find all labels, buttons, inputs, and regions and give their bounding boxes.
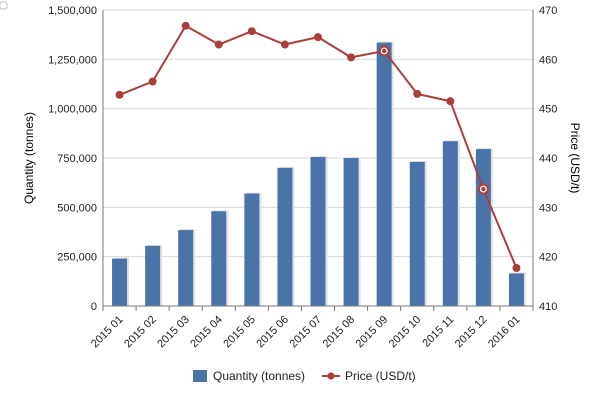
axes (102, 10, 534, 311)
x-tick-label: 2015 03 (155, 314, 192, 351)
x-tick-label: 2015 11 (420, 314, 456, 350)
price-point (347, 53, 356, 62)
bar (442, 141, 458, 306)
right-tick-label: 470 (539, 5, 557, 17)
price-point (115, 90, 124, 99)
bar (211, 211, 227, 306)
bar (178, 230, 194, 306)
right-tick-label: 410 (539, 301, 557, 313)
right-axis-title: Price (USD/t) (568, 123, 582, 194)
legend-item-price[interactable]: Price (USD/t) (322, 369, 416, 383)
left-tick-label: 250,000 (57, 252, 97, 264)
x-tick-label: 2015 09 (354, 314, 391, 351)
price-point (148, 77, 157, 86)
corner-marker (0, 1, 8, 10)
x-tick-label: 2015 12 (453, 314, 490, 351)
legend-quantity-swatch (193, 370, 207, 382)
x-tick-label: 2016 01 (486, 314, 523, 351)
left-tick-label: 0 (91, 301, 97, 313)
left-tick-label: 1,500,000 (48, 5, 97, 17)
right-tick-label: 460 (539, 54, 557, 66)
bar (145, 245, 161, 306)
price-point (181, 21, 190, 30)
x-tick-label: 2015 01 (89, 314, 126, 351)
price-point (280, 40, 289, 49)
price-point (214, 40, 223, 49)
x-tick-label: 2015 05 (221, 314, 258, 351)
bar (343, 158, 359, 306)
line-series (115, 21, 521, 273)
price-point-core (381, 48, 387, 54)
left-tick-label: 500,000 (57, 202, 97, 214)
bar (376, 42, 392, 307)
bar (508, 273, 524, 306)
bar (277, 167, 293, 306)
right-tick-label: 450 (539, 104, 557, 116)
x-tick-label: 2015 02 (122, 314, 159, 351)
right-tick-label: 430 (539, 202, 557, 214)
x-tick-label: 2015 06 (254, 314, 291, 351)
left-tick-label: 1,000,000 (48, 104, 97, 116)
price-point (512, 264, 521, 273)
left-tick-label: 1,250,000 (48, 54, 97, 66)
bar (310, 157, 326, 306)
bar-series (112, 41, 526, 307)
legend-price-label: Price (USD/t) (345, 369, 416, 383)
price-point (413, 89, 422, 98)
legend-item-quantity[interactable]: Quantity (tonnes) (193, 369, 305, 383)
legend: Quantity (tonnes) Price (USD/t) (193, 369, 416, 383)
right-tick-label: 420 (539, 252, 557, 264)
price-point-core (481, 186, 486, 192)
legend-quantity-label: Quantity (tonnes) (213, 369, 305, 383)
x-tick-label: 2015 08 (321, 314, 358, 351)
price-point (314, 33, 322, 42)
x-tick-label: 2015 07 (288, 314, 325, 351)
legend-price-marker (327, 372, 335, 380)
left-axis-title: Quantity (tonnes) (22, 112, 36, 204)
left-tick-label: 750,000 (57, 153, 97, 165)
bar (244, 193, 260, 306)
right-tick-label: 440 (539, 153, 557, 165)
bar (112, 258, 128, 306)
x-tick-label: 2015 10 (387, 314, 424, 351)
bar (409, 161, 425, 306)
price-point (446, 97, 455, 106)
price-point (247, 27, 256, 36)
x-tick-label: 2015 04 (188, 314, 225, 351)
